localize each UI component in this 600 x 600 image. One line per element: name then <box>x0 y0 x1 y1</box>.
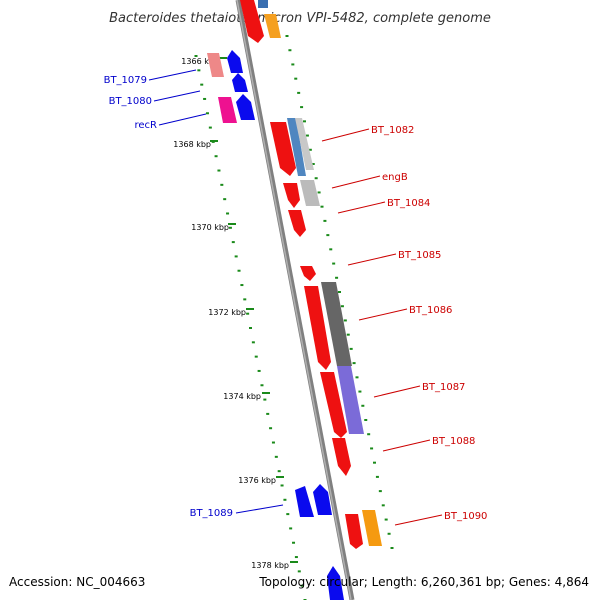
homolog-block-magenta <box>218 97 237 123</box>
label-leader-lines <box>148 69 443 526</box>
backbone-line <box>235 0 355 600</box>
accession-text: Accession: NC_004663 <box>9 575 145 589</box>
leader-line <box>331 175 381 189</box>
gene-arrow-BT_1090[interactable] <box>345 514 363 549</box>
gene-arrow-BT_1082[interactable] <box>270 122 296 176</box>
leader-line <box>235 504 284 514</box>
gene-label-BT_1089[interactable]: BT_1089 <box>190 508 233 519</box>
homolog-block-pink <box>207 53 224 77</box>
leader-line <box>153 90 201 102</box>
gene-arrow-BT_1087[interactable] <box>320 372 347 438</box>
genome-backbone <box>235 0 355 600</box>
gene-arrow-BT_1079[interactable] <box>227 50 243 73</box>
leader-line <box>382 439 431 452</box>
gene-label-recR[interactable]: recR <box>135 120 158 131</box>
gene-arrow-partial-top[interactable] <box>240 0 264 43</box>
gene-label-BT_1085[interactable]: BT_1085 <box>398 250 441 261</box>
gene-arrow-BT_1088[interactable] <box>332 438 351 476</box>
gene-label-BT_1082[interactable]: BT_1082 <box>371 125 414 136</box>
leader-line <box>373 385 421 398</box>
gene-label-BT_1080[interactable]: BT_1080 <box>109 96 152 107</box>
homolog-block-lightgray <box>295 118 314 170</box>
leader-line <box>394 514 443 526</box>
leader-line <box>158 113 207 126</box>
ruler-label: 1368 kbp <box>173 140 211 149</box>
backbone-highlight <box>236 0 352 600</box>
map-title: Bacteroides thetaiotaomicron VPI-5482, c… <box>109 11 491 26</box>
gene-arrow-BT_1085[interactable] <box>300 266 316 281</box>
homolog-block-gray-engB <box>300 180 320 206</box>
homolog-block-orange <box>362 510 382 546</box>
homolog-block-orange-top <box>264 14 281 38</box>
gene-arrow-partial-bottom[interactable] <box>327 566 344 600</box>
genome-summary-text: Topology: circular; Length: 6,260,361 bp… <box>258 575 589 589</box>
homolog-block-blue-top <box>258 0 268 8</box>
leader-line <box>337 201 386 214</box>
ruler-label: 1372 kbp <box>208 308 246 317</box>
homolog-block-purple <box>337 366 364 434</box>
homolog-block-steelblue <box>287 118 306 176</box>
gene-label-BT_1084[interactable]: BT_1084 <box>387 198 430 209</box>
leader-line <box>347 253 397 266</box>
homolog-block-darkgray <box>321 282 352 366</box>
ruler-tracks <box>194 35 394 600</box>
ruler-label: 1378 kbp <box>251 561 289 570</box>
ruler-label: 1370 kbp <box>191 223 229 232</box>
gene-label-BT_1090[interactable]: BT_1090 <box>444 511 487 522</box>
ruler-label: 1376 kbp <box>238 476 276 485</box>
gene-arrow-BT_1089b[interactable] <box>313 484 332 515</box>
gene-arrow-BT_1084[interactable] <box>288 210 306 237</box>
leader-line <box>148 69 197 81</box>
leader-line <box>321 128 370 142</box>
gene-arrow-engB[interactable] <box>283 183 300 208</box>
ruler-label: 1366 kbp <box>181 57 219 66</box>
gene-arrow-BT_1086[interactable] <box>304 286 331 370</box>
gene-arrow-BT_1089[interactable] <box>295 486 314 517</box>
gene-label-BT_1079[interactable]: BT_1079 <box>104 75 147 86</box>
ruler-label: 1374 kbp <box>223 392 261 401</box>
ruler-labels: 1366 kbp 1368 kbp 1370 kbp 1372 kbp 1374… <box>173 57 289 570</box>
gene-arrow-recR[interactable] <box>236 94 255 120</box>
gene-label-BT_1087[interactable]: BT_1087 <box>422 382 465 393</box>
gene-features <box>207 0 382 600</box>
leader-line <box>358 308 408 321</box>
gene-label-engB[interactable]: engB <box>382 172 408 183</box>
gene-arrow-BT_1080[interactable] <box>232 73 248 92</box>
gene-labels: BT_1079 BT_1080 recR BT_1082 engB BT_108… <box>104 75 488 522</box>
gene-label-BT_1086[interactable]: BT_1086 <box>409 305 452 316</box>
gene-label-BT_1088[interactable]: BT_1088 <box>432 436 475 447</box>
